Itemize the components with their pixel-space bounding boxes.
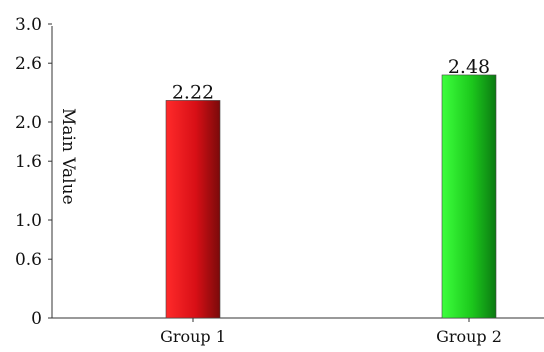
y-tick-label: 2.0 xyxy=(15,113,42,133)
y-tick-label: 3.0 xyxy=(15,15,42,35)
x-axis-labels: Group 1 Group 2 xyxy=(160,318,502,346)
y-axis-title: Main Value xyxy=(58,108,78,205)
x-category-label: Group 2 xyxy=(436,327,502,346)
y-tick-label: 0.6 xyxy=(15,250,42,270)
y-tick-label: 2.6 xyxy=(15,54,42,74)
x-category-label: Group 1 xyxy=(160,327,226,346)
y-tick-label: 1.0 xyxy=(15,211,42,231)
y-tick-label: 1.6 xyxy=(15,152,42,172)
bar-value-label: 2.22 xyxy=(172,81,214,103)
bar-value-label: 2.48 xyxy=(448,56,490,78)
y-axis-ticks: 0 0.6 1.0 1.6 2.0 2.6 3.0 xyxy=(15,15,52,329)
bars: 2.22 2.48 xyxy=(165,56,497,319)
bar-group-1 xyxy=(165,100,221,319)
bar-group-2 xyxy=(441,74,497,319)
y-tick-label: 0 xyxy=(31,309,42,329)
